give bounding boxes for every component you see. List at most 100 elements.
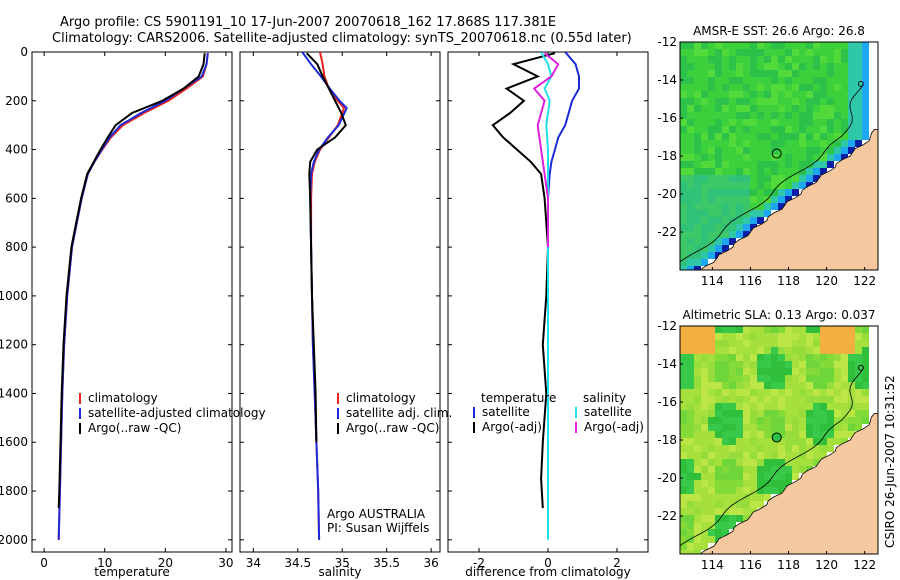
map-cell bbox=[855, 77, 862, 84]
map-cell bbox=[834, 77, 841, 84]
map-cell bbox=[708, 231, 715, 238]
map-cell bbox=[715, 459, 722, 466]
map-cell bbox=[708, 84, 715, 91]
map-cell bbox=[708, 354, 715, 361]
series-line-argo-raw-qc- bbox=[305, 52, 347, 443]
map-cell bbox=[743, 431, 750, 438]
map-cell bbox=[771, 368, 778, 375]
map-cell bbox=[694, 375, 701, 382]
map-cell bbox=[708, 168, 715, 175]
map-cell bbox=[750, 466, 757, 473]
map-cell bbox=[687, 403, 694, 410]
map-cell bbox=[771, 175, 778, 182]
map-cell bbox=[785, 70, 792, 77]
map-cell bbox=[792, 466, 799, 473]
map-cell bbox=[750, 361, 757, 368]
map-title: Altimetric SLA: 0.13 Argo: 0.037 bbox=[682, 308, 875, 322]
map-cell bbox=[687, 266, 694, 270]
map-cell bbox=[785, 119, 792, 126]
map-cell bbox=[750, 368, 757, 375]
map-cell bbox=[687, 368, 694, 375]
map-cell bbox=[792, 459, 799, 466]
map-cell bbox=[848, 333, 855, 340]
map-cell bbox=[806, 161, 813, 168]
map-cell bbox=[862, 42, 869, 49]
map-cell bbox=[729, 466, 736, 473]
map-cell bbox=[792, 347, 799, 354]
y-tick-label: -18 bbox=[657, 433, 677, 447]
map-cell bbox=[694, 182, 701, 189]
argo-location-marker bbox=[771, 148, 782, 159]
map-cell bbox=[680, 494, 687, 501]
y-tick-label: -12 bbox=[657, 319, 677, 333]
map-cell bbox=[799, 161, 806, 168]
map-cell bbox=[834, 340, 841, 347]
map-cell bbox=[722, 84, 729, 91]
map-cell bbox=[687, 77, 694, 84]
map-cell bbox=[694, 487, 701, 494]
series-line-salinity-satellite bbox=[540, 52, 553, 540]
map-cell bbox=[750, 382, 757, 389]
map-cell bbox=[771, 63, 778, 70]
map-cell bbox=[778, 473, 785, 480]
x-tick-label: 20 bbox=[158, 556, 173, 570]
map-cell bbox=[743, 438, 750, 445]
map-cell bbox=[806, 119, 813, 126]
map-cell bbox=[694, 98, 701, 105]
map-cell bbox=[862, 375, 869, 382]
map-cell bbox=[708, 105, 715, 112]
map-cell bbox=[841, 403, 848, 410]
map-cell bbox=[855, 70, 862, 77]
map-cell bbox=[827, 438, 834, 445]
map-cell bbox=[778, 382, 785, 389]
map-cell bbox=[799, 147, 806, 154]
map-cell bbox=[743, 487, 750, 494]
map-cell bbox=[750, 161, 757, 168]
map-cell bbox=[736, 382, 743, 389]
map-cell bbox=[736, 56, 743, 63]
map-cell bbox=[792, 140, 799, 147]
map-cell bbox=[687, 70, 694, 77]
map-cell bbox=[694, 77, 701, 84]
map-cell bbox=[680, 529, 687, 536]
map-cell bbox=[778, 326, 785, 333]
map-cell bbox=[834, 133, 841, 140]
map-cell bbox=[722, 410, 729, 417]
map-cell bbox=[785, 382, 792, 389]
map-cell bbox=[694, 112, 701, 119]
map-cell bbox=[722, 147, 729, 154]
map-cell bbox=[841, 154, 848, 161]
map-cell bbox=[722, 389, 729, 396]
map-cell bbox=[785, 340, 792, 347]
x-tick-label: 122 bbox=[853, 558, 876, 572]
map-cell bbox=[715, 452, 722, 459]
map-cell bbox=[813, 175, 820, 182]
map-cell bbox=[778, 168, 785, 175]
map-cell bbox=[694, 326, 701, 333]
map-cell bbox=[694, 543, 701, 550]
map-cell bbox=[708, 361, 715, 368]
map-cell bbox=[764, 203, 771, 210]
map-cell bbox=[806, 140, 813, 147]
map-cell bbox=[806, 424, 813, 431]
map-cell bbox=[708, 501, 715, 508]
map-cell bbox=[743, 154, 750, 161]
map-cell bbox=[687, 410, 694, 417]
map-cell bbox=[785, 431, 792, 438]
map-cell bbox=[799, 382, 806, 389]
map-cell bbox=[722, 133, 729, 140]
map-cell bbox=[757, 168, 764, 175]
map-cell bbox=[820, 77, 827, 84]
map-cell bbox=[806, 459, 813, 466]
map-cell bbox=[806, 361, 813, 368]
map-cell bbox=[715, 431, 722, 438]
map-cell bbox=[687, 259, 694, 266]
map-cell bbox=[764, 98, 771, 105]
map-cell bbox=[729, 354, 736, 361]
map-cell bbox=[757, 501, 764, 508]
map-cell bbox=[701, 84, 708, 91]
map-cell bbox=[694, 224, 701, 231]
map-cell bbox=[757, 410, 764, 417]
map-cell bbox=[736, 161, 743, 168]
map-cell bbox=[778, 161, 785, 168]
